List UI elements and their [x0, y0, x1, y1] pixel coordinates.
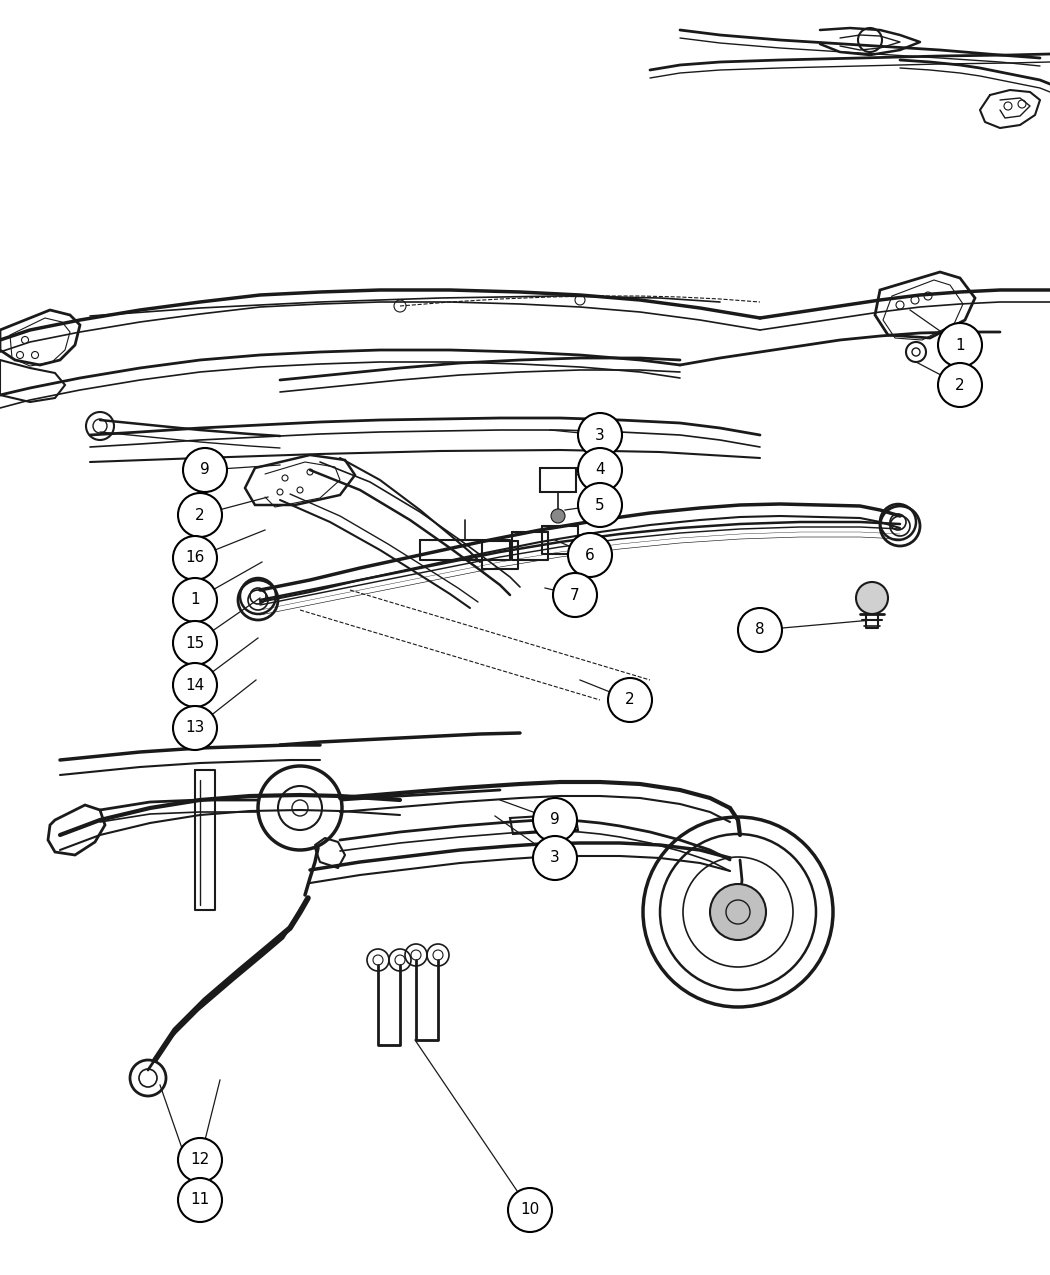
Circle shape — [578, 448, 622, 492]
Text: 13: 13 — [185, 720, 205, 736]
Circle shape — [178, 1139, 222, 1182]
Text: 6: 6 — [585, 547, 595, 562]
Circle shape — [608, 678, 652, 722]
Text: 7: 7 — [570, 588, 580, 603]
Circle shape — [578, 413, 622, 456]
Text: 3: 3 — [550, 850, 560, 866]
Text: 2: 2 — [956, 377, 965, 393]
Text: 5: 5 — [595, 497, 605, 513]
Circle shape — [173, 578, 217, 622]
Text: 12: 12 — [190, 1153, 210, 1168]
Text: 10: 10 — [521, 1202, 540, 1218]
Circle shape — [178, 1178, 222, 1221]
Text: 9: 9 — [550, 812, 560, 827]
Circle shape — [173, 621, 217, 666]
Circle shape — [578, 483, 622, 527]
Circle shape — [183, 448, 227, 492]
Text: 1: 1 — [190, 593, 200, 607]
Text: 14: 14 — [186, 677, 205, 692]
Circle shape — [173, 663, 217, 708]
Circle shape — [938, 323, 982, 367]
Circle shape — [173, 706, 217, 750]
Circle shape — [508, 1188, 552, 1232]
Text: 16: 16 — [185, 551, 205, 566]
Circle shape — [533, 836, 578, 880]
Text: 3: 3 — [595, 427, 605, 442]
Text: 2: 2 — [625, 692, 635, 708]
Circle shape — [178, 493, 222, 537]
Text: 1: 1 — [956, 338, 965, 352]
Circle shape — [568, 533, 612, 578]
Circle shape — [710, 884, 766, 940]
Text: 15: 15 — [186, 635, 205, 650]
Text: 9: 9 — [201, 463, 210, 478]
Text: 4: 4 — [595, 463, 605, 478]
Circle shape — [551, 509, 565, 523]
Text: 11: 11 — [190, 1192, 210, 1207]
Circle shape — [533, 798, 578, 842]
Circle shape — [553, 572, 597, 617]
Circle shape — [938, 363, 982, 407]
Circle shape — [856, 581, 888, 615]
Text: 2: 2 — [195, 507, 205, 523]
Circle shape — [738, 608, 782, 652]
Circle shape — [173, 536, 217, 580]
Text: 8: 8 — [755, 622, 764, 638]
